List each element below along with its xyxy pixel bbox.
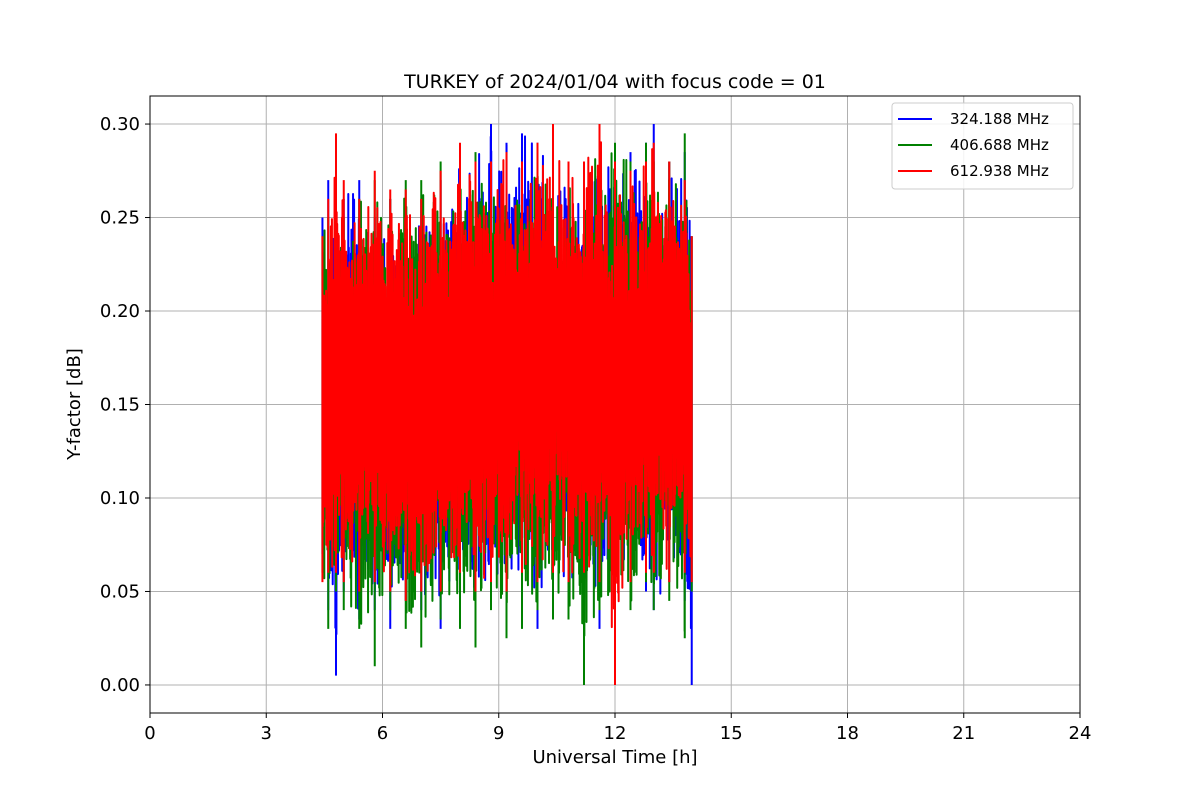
chart-title: TURKEY of 2024/01/04 with focus code = 0… <box>403 71 826 93</box>
y-axis-title: Y-factor [dB] <box>64 348 85 461</box>
plot-area <box>321 124 693 685</box>
x-tick-label: 0 <box>144 723 155 744</box>
legend-label: 324.188 MHz <box>950 110 1049 128</box>
legend: 324.188 MHz 406.688 MHz 612.938 MHz <box>891 102 1074 190</box>
legend-box <box>891 102 1074 190</box>
x-tick-label: 12 <box>604 723 627 744</box>
y-tick-label: 0.05 <box>100 581 140 602</box>
x-tick-label: 6 <box>377 723 388 744</box>
y-tick-label: 0.30 <box>100 114 140 135</box>
x-tick-label: 15 <box>720 723 743 744</box>
x-tick-label: 24 <box>1069 723 1092 744</box>
x-tick-label: 9 <box>493 723 504 744</box>
y-tick-label: 0.10 <box>100 488 140 509</box>
x-tick-label: 3 <box>261 723 272 744</box>
x-tick-label: 18 <box>836 723 859 744</box>
y-tick-label: 0.20 <box>100 301 140 322</box>
y-axis: 0.00 0.05 0.10 0.15 0.20 0.25 0.30 <box>100 114 150 696</box>
legend-label: 406.688 MHz <box>950 136 1049 154</box>
y-tick-label: 0.00 <box>100 675 140 696</box>
x-tick-label: 21 <box>952 723 975 744</box>
series-line-3 <box>321 124 693 685</box>
y-tick-label: 0.15 <box>100 395 140 416</box>
x-axis: 0 3 6 9 12 15 18 21 24 <box>144 713 1091 744</box>
legend-label: 612.938 MHz <box>950 162 1049 180</box>
x-axis-title: Universal Time [h] <box>532 747 697 768</box>
series-group <box>321 124 693 685</box>
y-tick-label: 0.25 <box>100 208 140 229</box>
